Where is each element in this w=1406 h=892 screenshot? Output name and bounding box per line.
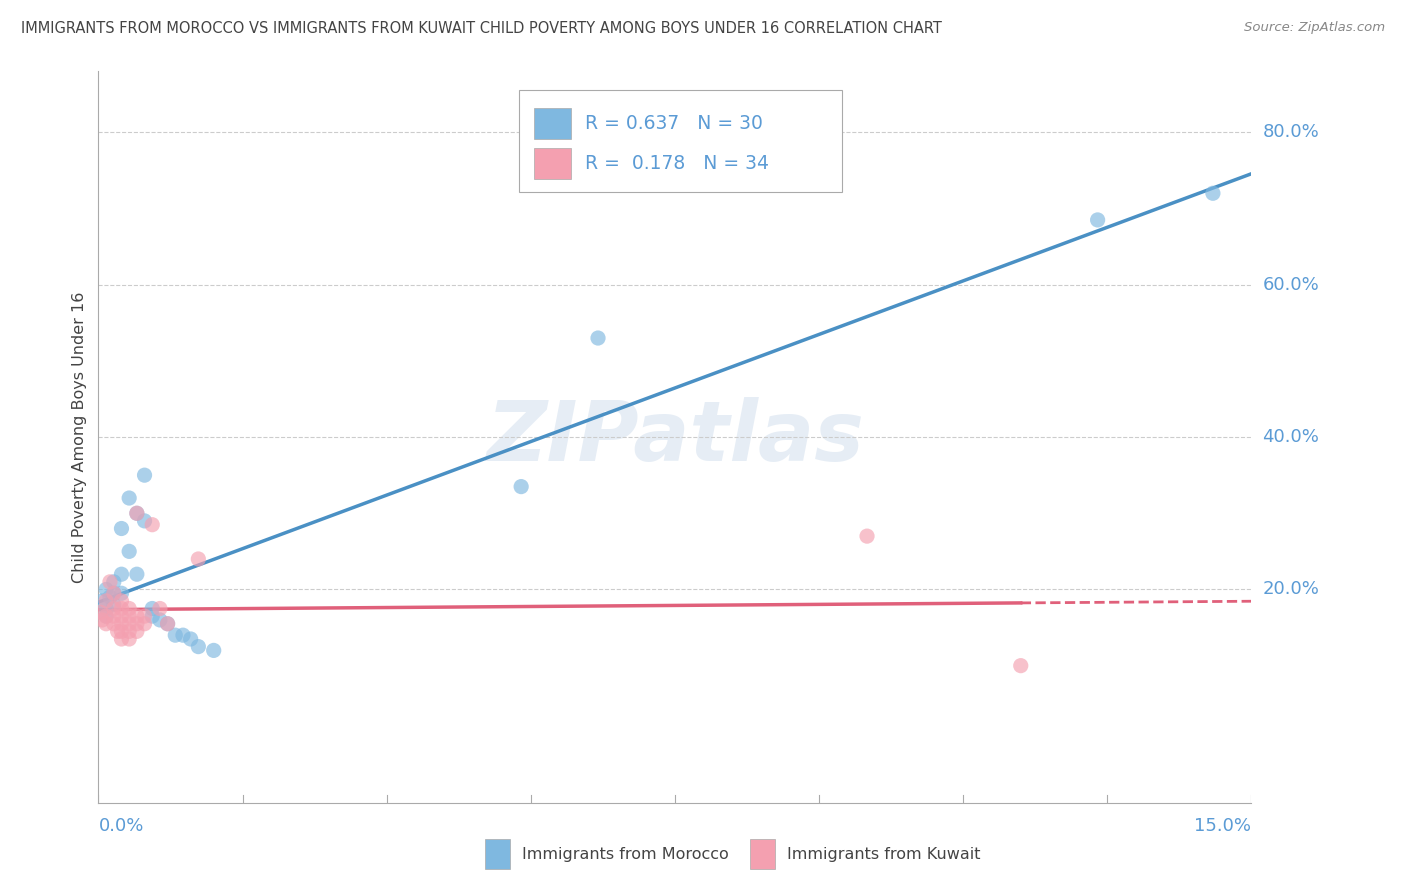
Point [125, 567, 148, 582]
Point [510, 480, 533, 494]
Point [91, 594, 114, 608]
Point [94, 582, 117, 597]
Point [110, 567, 132, 582]
Point [103, 616, 125, 631]
FancyBboxPatch shape [749, 839, 775, 869]
Point [125, 624, 148, 639]
Point [107, 624, 129, 639]
Point [110, 609, 132, 624]
Point [118, 624, 141, 639]
Point [90, 605, 112, 619]
Point [94, 594, 117, 608]
FancyBboxPatch shape [534, 148, 571, 179]
Point [165, 628, 187, 642]
Text: 15.0%: 15.0% [1194, 817, 1251, 836]
Point [110, 594, 132, 608]
Point [134, 609, 156, 624]
Text: IMMIGRANTS FROM MOROCCO VS IMMIGRANTS FROM KUWAIT CHILD POVERTY AMONG BOYS UNDER: IMMIGRANTS FROM MOROCCO VS IMMIGRANTS FR… [21, 21, 942, 36]
Point [118, 544, 141, 558]
Point [98, 574, 121, 589]
Point [586, 331, 609, 345]
Point [134, 616, 156, 631]
Point [180, 632, 202, 646]
Text: 40.0%: 40.0% [1263, 428, 1319, 446]
Point [103, 609, 125, 624]
Point [103, 601, 125, 615]
Point [141, 517, 163, 532]
FancyBboxPatch shape [519, 90, 842, 192]
Point [118, 616, 141, 631]
Text: Immigrants from Kuwait: Immigrants from Kuwait [787, 847, 980, 862]
Text: 60.0%: 60.0% [1263, 276, 1319, 293]
Point [98, 590, 121, 604]
Point [103, 586, 125, 600]
Point [118, 609, 141, 624]
Point [1087, 213, 1109, 227]
Point [149, 601, 172, 615]
Point [1010, 658, 1032, 673]
Point [118, 601, 141, 615]
Point [125, 506, 148, 520]
Text: R = 0.637   N = 30: R = 0.637 N = 30 [585, 114, 763, 133]
Y-axis label: Child Poverty Among Boys Under 16: Child Poverty Among Boys Under 16 [72, 292, 87, 582]
Text: R =  0.178   N = 34: R = 0.178 N = 34 [585, 154, 769, 173]
Point [94, 616, 117, 631]
Text: ZIPatlas: ZIPatlas [486, 397, 863, 477]
Point [856, 529, 879, 543]
Point [125, 616, 148, 631]
FancyBboxPatch shape [485, 839, 510, 869]
Point [94, 609, 117, 624]
Point [134, 468, 156, 483]
Point [134, 514, 156, 528]
Point [202, 643, 225, 657]
Text: 80.0%: 80.0% [1263, 123, 1319, 141]
Point [141, 601, 163, 615]
Point [103, 598, 125, 612]
Point [118, 491, 141, 505]
Point [172, 628, 194, 642]
Point [110, 632, 132, 646]
Point [91, 613, 114, 627]
Point [103, 586, 125, 600]
Point [110, 521, 132, 535]
Point [110, 601, 132, 615]
Point [149, 613, 172, 627]
Point [110, 586, 132, 600]
Text: 0.0%: 0.0% [98, 817, 143, 836]
Point [187, 552, 209, 566]
Point [156, 616, 179, 631]
FancyBboxPatch shape [534, 108, 571, 138]
Point [187, 640, 209, 654]
Point [118, 632, 141, 646]
Point [94, 609, 117, 624]
Point [156, 616, 179, 631]
Text: 20.0%: 20.0% [1263, 581, 1319, 599]
Text: Immigrants from Morocco: Immigrants from Morocco [522, 847, 728, 862]
Point [110, 624, 132, 639]
Point [141, 609, 163, 624]
Point [125, 609, 148, 624]
Text: Source: ZipAtlas.com: Source: ZipAtlas.com [1244, 21, 1385, 34]
Point [110, 616, 132, 631]
Point [125, 506, 148, 520]
Point [1202, 186, 1225, 201]
Point [94, 601, 117, 615]
Point [103, 574, 125, 589]
